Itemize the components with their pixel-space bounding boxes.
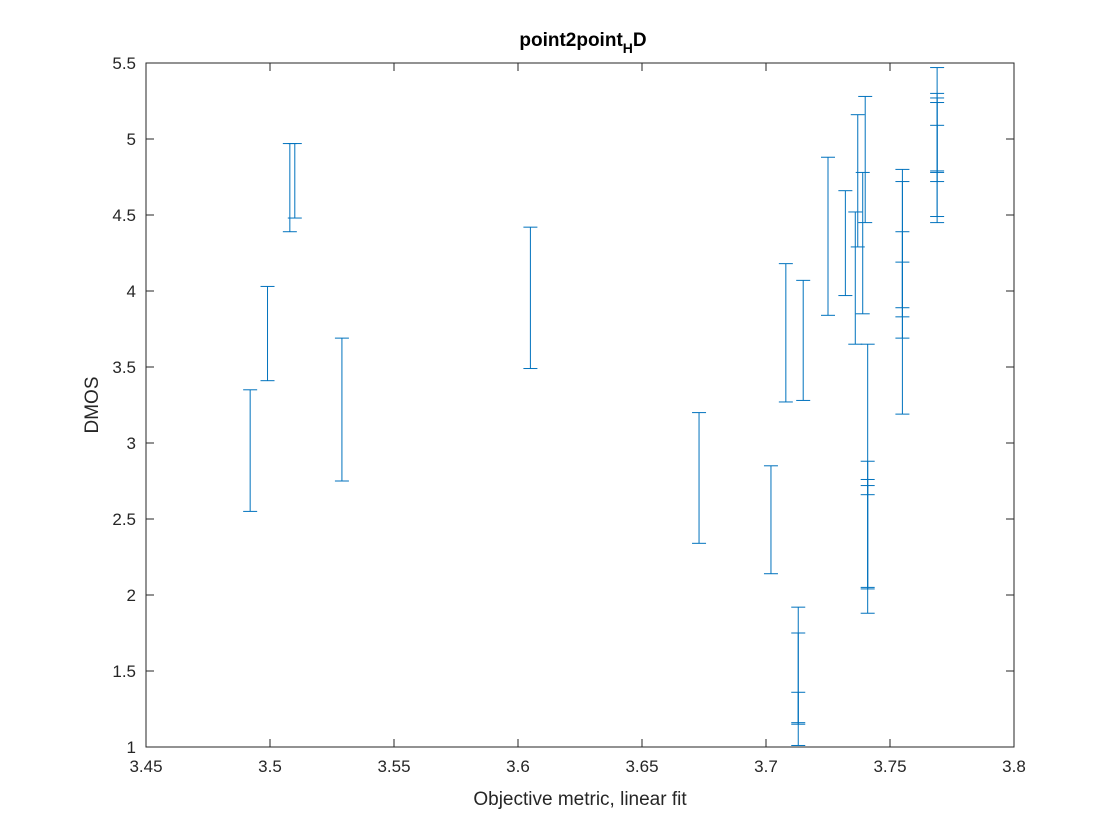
y-tick-label: 5.5 <box>112 54 136 73</box>
error-bar <box>260 285 275 382</box>
error-bar <box>860 343 875 496</box>
x-tick-label: 3.6 <box>506 757 530 776</box>
error-bar <box>858 95 873 224</box>
y-tick-label: 3.5 <box>112 358 136 377</box>
error-bar <box>791 691 806 725</box>
y-tick-label: 5 <box>127 130 136 149</box>
x-tick-label: 3.55 <box>377 757 410 776</box>
error-bar <box>821 156 835 316</box>
axes-box <box>145 62 1015 748</box>
error-bar <box>838 190 853 297</box>
error-bar <box>778 263 793 403</box>
error-bar <box>692 412 707 544</box>
y-tick-label: 4.5 <box>112 206 136 225</box>
y-tick-label: 1 <box>127 738 136 757</box>
chart-title: point2pointHD <box>519 30 646 56</box>
error-bar <box>334 337 349 482</box>
error-bar <box>796 279 811 401</box>
error-bar <box>243 389 258 512</box>
error-bar <box>287 143 302 219</box>
x-tick-label: 3.8 <box>1002 757 1026 776</box>
y-tick-label: 3 <box>127 434 136 453</box>
error-bar <box>930 124 945 173</box>
x-axis-label: Objective metric, linear fit <box>473 789 687 810</box>
error-bar <box>855 171 870 315</box>
chart-title-subscript: H <box>623 40 633 56</box>
error-bar <box>763 465 778 575</box>
axes: 3.45 3.5 3.55 3.6 3.65 3.7 3.75 3.811.522.533.5… <box>112 54 1025 776</box>
y-tick-label: 2 <box>127 586 136 605</box>
y-axis-label: DMOS <box>82 377 103 434</box>
x-tick-label: 3.5 <box>258 757 282 776</box>
y-tick-label: 4 <box>127 282 136 301</box>
error-bar <box>895 231 910 309</box>
x-tick-label: 3.75 <box>873 757 906 776</box>
x-tick-label: 3.65 <box>625 757 658 776</box>
y-tick-label: 1.5 <box>112 662 136 681</box>
plot-area <box>243 67 945 746</box>
error-bar <box>523 226 538 370</box>
x-tick-label: 3.45 <box>129 757 162 776</box>
error-bar <box>848 211 863 345</box>
x-tick-label: 3.7 <box>754 757 778 776</box>
y-tick-label: 2.5 <box>112 510 136 529</box>
